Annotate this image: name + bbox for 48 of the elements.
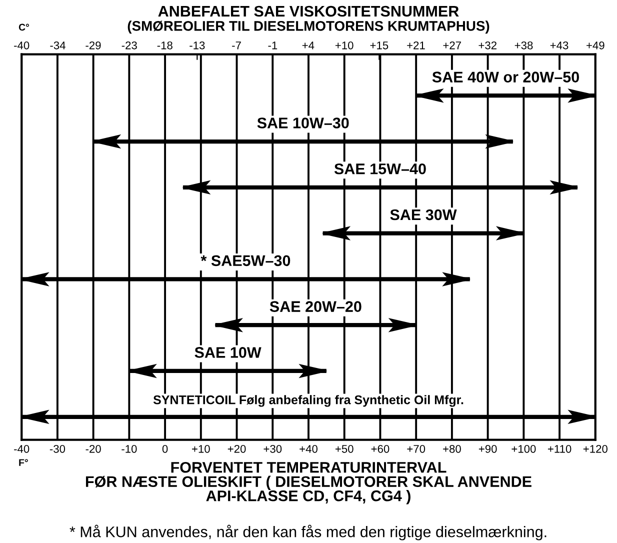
x-tick-label: +120 [583, 444, 608, 453]
x-tick-label: 0 [162, 444, 168, 453]
x2-tick-label: +49 [586, 41, 604, 50]
chart-subtitle: (SMØREOLIER TIL DIESELMOTORENS KRUMTAPHUS) [128, 20, 490, 34]
x2-tick-label: +27 [443, 41, 461, 50]
y-tick-label: SYNTETICOIL Følg anbefaling fra Synthetic Oil Mfgr. [153, 395, 464, 407]
x-tick-label: +100 [512, 444, 536, 453]
x-tick-label: -30 [50, 444, 66, 453]
x-tick-label: +50 [335, 444, 354, 453]
x2-tick-label: +4 [302, 42, 314, 50]
x-tick-label: +60 [371, 444, 390, 453]
x2-tick-label: -29 [86, 41, 101, 50]
text: * Må KUN anvendes, når den kan fås med den rigtige dieselmærkning. [70, 524, 546, 540]
x-tick-label: +110 [548, 444, 572, 453]
x2-tick-label: +21 [407, 41, 425, 50]
chart-title: ANBEFALET SAE VISKOSITETSNUMMER [158, 6, 459, 17]
y-tick-label: SAE 40W or 20W–50 [432, 72, 579, 82]
y-tick-label: SAE 20W–20 [270, 301, 362, 312]
x2-tick-label: -23 [122, 41, 137, 50]
x2-tick-label: +15 [370, 42, 388, 50]
x-tick-label: -20 [86, 444, 101, 453]
x-tick-label: +20 [228, 444, 246, 453]
y-tick-label: * SAE5W–30 [200, 255, 290, 266]
x2-tick-label: -1 [268, 42, 278, 50]
x2-axis-title: C° [18, 24, 29, 31]
y-tick-label: SAE 15W–40 [334, 163, 426, 174]
x2-tick-label: -40 [14, 41, 30, 50]
x-tick-label: +90 [478, 444, 497, 453]
x2-tick-label: -18 [157, 41, 172, 50]
x2-tick-label: +10 [335, 41, 354, 50]
x-tick-label: +30 [264, 444, 282, 453]
x2-tick-label: -34 [50, 41, 66, 50]
x-axis-title: F° [19, 459, 28, 466]
x2-tick-label: +43 [550, 41, 568, 50]
x-tick-label: +10 [192, 444, 210, 453]
x-tick-label: +40 [300, 444, 318, 453]
x2-tick-label: -13 [190, 41, 205, 50]
x-tick-label: -40 [14, 444, 30, 453]
x2-tick-label: -7 [232, 42, 241, 50]
x-tick-label: -10 [122, 444, 137, 453]
y-tick-label: SAE 30W [390, 209, 457, 220]
x2-tick-label: +38 [514, 41, 533, 50]
y-tick-label: SAE 10W [194, 347, 262, 358]
text: FORVENTET TEMPERATURINTERVAL FØR NÆSTE OLIESKIFT ( DIESELMOTORER SKAL ANVENDE API-KLASSE CD, CF4, CG4 ) [86, 462, 532, 504]
x-tick-label: +70 [407, 444, 426, 453]
y-tick-label: SAE 10W–30 [257, 118, 349, 128]
x2-tick-label: +32 [478, 41, 496, 50]
x-tick-label: +80 [443, 444, 461, 453]
